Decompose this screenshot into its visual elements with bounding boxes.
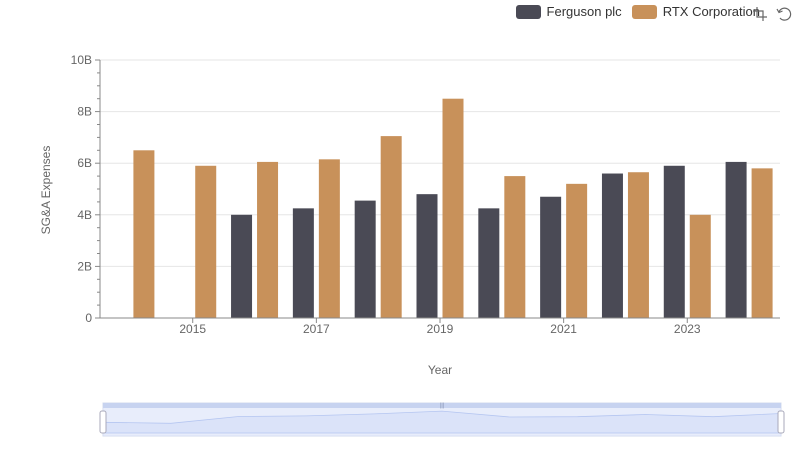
legend-label: RTX Corporation [662,4,760,19]
data-zoom-left-handle[interactable] [99,410,107,434]
y-tick-label: 6B [77,156,92,170]
x-tick-label: 2023 [674,322,701,336]
legend-item-rtx[interactable]: RTX Corporation [631,4,760,19]
data-zoom-grip[interactable]: ||| [440,403,445,409]
axes: 0 2B 4B 6B 8B 10B 2015 2017 2019 2021 2023 [71,53,780,336]
bar-rtx-2022[interactable] [627,172,649,318]
y-tick-label: 10B [71,53,92,67]
bar-ferguson-2021[interactable] [540,196,562,318]
x-tick-label: 2015 [179,322,206,336]
bar-rtx-2017[interactable] [318,159,340,318]
legend-item-ferguson[interactable]: Ferguson plc [515,4,622,19]
bar-ferguson-2017[interactable] [292,208,314,318]
bar-ferguson-2022[interactable] [601,173,623,318]
y-tick-label: 2B [77,259,92,273]
x-tick-label: 2021 [550,322,577,336]
legend-swatch [515,4,541,19]
bar-rtx-2018[interactable] [380,136,402,318]
data-zoom-right-handle[interactable] [777,410,785,434]
x-axis-label: Year [428,363,452,377]
bar-ferguson-2019[interactable] [416,194,438,318]
y-tick-label: 4B [77,208,92,222]
x-tick-label: 2017 [303,322,330,336]
bar-ferguson-2018[interactable] [354,200,376,318]
bar-rtx-2023[interactable] [689,214,711,318]
bar-ferguson-2024[interactable] [725,161,747,318]
bar-rtx-2021[interactable] [566,183,588,318]
toolbox [752,6,792,22]
y-tick-label: 8B [77,105,92,119]
x-tick-label: 2019 [427,322,454,336]
bar-rtx-2014[interactable] [133,150,155,318]
legend-swatch [631,4,657,19]
bar-rtx-2024[interactable] [751,168,773,318]
zoom-icon[interactable] [752,6,768,22]
data-zoom-slider[interactable]: ||| [99,402,785,437]
bar-rtx-2020[interactable] [504,176,526,318]
y-axis-label: SG&A Expenses [39,146,53,235]
legend-label: Ferguson plc [546,4,622,19]
data-zoom-selection[interactable] [103,403,781,436]
bar-rtx-2016[interactable] [257,161,279,318]
data-zoom-top-bar[interactable] [103,403,781,408]
bar-rtx-2019[interactable] [442,98,464,318]
bar-rtx-2015[interactable] [195,165,217,318]
bar-ferguson-2020[interactable] [478,208,500,318]
bar-ferguson-2023[interactable] [663,165,685,318]
legend: Ferguson plc RTX Corporation [515,4,760,19]
bar-ferguson-2016[interactable] [231,214,253,318]
y-tick-label: 0 [85,311,92,325]
restore-icon[interactable] [776,6,792,22]
bars [133,98,773,318]
